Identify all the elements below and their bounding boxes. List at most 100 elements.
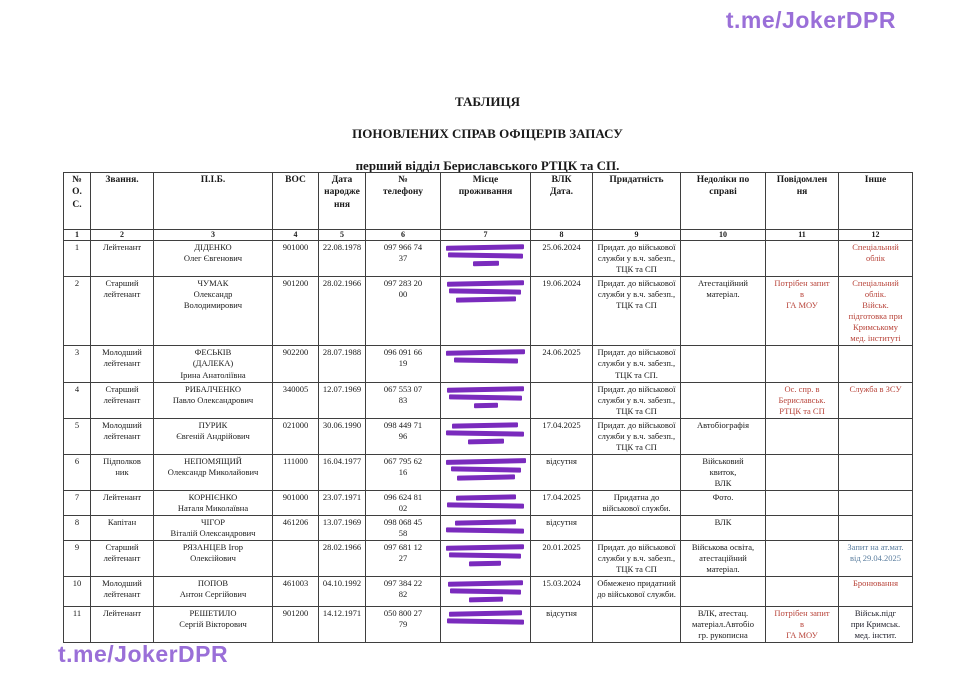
column-number: 8	[530, 229, 593, 241]
column-header: Недоліки по справі	[680, 172, 766, 230]
cell-rank: Старший лейтенант	[90, 276, 154, 347]
redaction-mark	[447, 618, 524, 625]
cell-dob: 22.08.1978	[318, 239, 366, 278]
cell-fitness: Придат. до військової служби у в.ч. забе…	[592, 345, 681, 383]
cell-vos: 901200	[272, 606, 319, 644]
redaction-mark	[447, 502, 524, 509]
column-header: ВОС	[272, 172, 319, 230]
cell-fitness: Придат. до військової служби у в.ч. забе…	[592, 239, 681, 278]
cell-dob: 23.07.1971	[318, 489, 366, 517]
table-row: 11 Лейтенант РЕШЕТИЛО Сергій Вікторович 901…	[63, 606, 913, 644]
column-number: 9	[592, 229, 681, 241]
redaction-mark	[446, 527, 525, 534]
cell-dob: 30.06.1990	[318, 417, 366, 455]
cell-address	[440, 345, 531, 383]
cell-name: ДІДЕНКО Олег Євгенович	[153, 239, 273, 278]
column-number: 3	[153, 229, 273, 241]
cell-deficiencies: Атестаційний матеріал.	[680, 276, 766, 347]
column-number-row: 1 2 3 4 5 6 7 8 9 10 11 12	[63, 229, 913, 241]
redaction-mark	[448, 610, 523, 618]
cell-notification	[765, 576, 839, 608]
cell-notification	[765, 515, 839, 542]
cell-num: 7	[63, 489, 91, 517]
redaction-mark	[448, 252, 523, 259]
cell-num: 3	[63, 345, 91, 383]
cell-notification: Потрібен запит в ГА МОУ	[765, 606, 839, 644]
redaction-mark	[472, 260, 499, 267]
cell-phone: 096 624 81 02	[365, 489, 441, 517]
watermark-bottom: t.me/JokerDPR	[58, 641, 229, 667]
cell-address	[440, 515, 531, 542]
cell-name: ПУРИК Євгеній Андрійович	[153, 417, 273, 455]
redaction-mark	[448, 580, 523, 588]
cell-rank: Лейтенант	[90, 239, 154, 278]
column-header: № О. С.	[63, 172, 91, 230]
cell-phone: 097 283 20 00	[365, 276, 441, 347]
cell-vos	[272, 540, 319, 578]
redaction-mark	[449, 288, 522, 295]
cell-other	[838, 417, 913, 455]
table-row: 7 Лейтенант КОРНІЄНКО Наталя Миколаївна 901…	[63, 489, 913, 517]
cell-deficiencies	[680, 345, 766, 383]
document-title: ТАБЛИЦЯ ПОНОВЛЕНИХ СПРАВ ОФІЦЕРІВ ЗАПАСУ…	[63, 94, 912, 190]
cell-deficiencies	[680, 381, 766, 419]
cell-rank: Лейтенант	[90, 606, 154, 644]
redaction-mark	[455, 296, 516, 303]
column-number: 1	[63, 229, 91, 241]
cell-dob: 13.07.1969	[318, 515, 366, 542]
cell-vlk: 25.06.2024	[530, 239, 593, 278]
cell-notification: Ос. спр. в Бериславськ. РТЦК та СП	[765, 381, 839, 419]
column-number: 6	[365, 229, 441, 241]
cell-name: ЧІГОР Віталій Олександрович	[153, 515, 273, 542]
cell-address	[440, 239, 531, 278]
cell-fitness	[592, 453, 681, 491]
cell-num: 1	[63, 239, 91, 278]
column-header: Дата народже ння	[318, 172, 366, 230]
cell-num: 11	[63, 606, 91, 644]
cell-vlk: 24.06.2025	[530, 345, 593, 383]
redaction-mark	[455, 494, 516, 501]
column-number: 11	[765, 229, 839, 241]
cell-name: ЧУМАК Олександр Володимирович	[153, 276, 273, 347]
table-row: 8 Капітан ЧІГОР Віталій Олександрович 46120…	[63, 515, 913, 542]
redaction-mark	[446, 244, 525, 251]
cell-rank: Старший лейтенант	[90, 381, 154, 419]
column-header: Місце проживання	[440, 172, 531, 230]
column-header: Придатність	[592, 172, 681, 230]
cell-fitness: Придатна до військової служби.	[592, 489, 681, 517]
cell-phone: 097 966 74 37	[365, 239, 441, 278]
column-number: 7	[440, 229, 531, 241]
officers-table: № О. С. Звання. П.І.Б. ВОС Дата народже ння №…	[63, 172, 913, 644]
column-number: 12	[838, 229, 913, 241]
redaction-mark	[454, 519, 517, 526]
cell-notification	[765, 345, 839, 383]
cell-name: ПОПОВ Антон Сергійович	[153, 576, 273, 608]
redaction-mark	[469, 560, 502, 567]
cell-rank: Старший лейтенант	[90, 540, 154, 578]
cell-vos: 461003	[272, 576, 319, 608]
cell-dob: 28.07.1988	[318, 345, 366, 383]
title-line-3: перший відділ Бериславського РТЦК та СП.	[355, 158, 620, 173]
cell-dob: 14.12.1971	[318, 606, 366, 644]
cell-vlk: 19.06.2024	[530, 276, 593, 347]
cell-name: РЕШЕТИЛО Сергій Вікторович	[153, 606, 273, 644]
column-number: 5	[318, 229, 366, 241]
redaction-mark	[467, 438, 504, 445]
redaction-mark	[448, 393, 523, 401]
redaction-mark	[468, 596, 503, 603]
redaction-mark	[447, 280, 524, 287]
cell-vos: 111000	[272, 453, 319, 491]
cell-fitness: Придат. до військової служби у в.ч. забе…	[592, 381, 681, 419]
cell-deficiencies: ВЛК, атестац. матеріал.Автобіо гр. рукоп…	[680, 606, 766, 644]
cell-rank: Молодший лейтенант	[90, 345, 154, 383]
table-row: 3 Молодший лейтенант ФЕСЬКІВ (ДАЛЕКА) Ірин…	[63, 345, 913, 383]
cell-vlk	[530, 381, 593, 419]
cell-deficiencies: ВЛК	[680, 515, 766, 542]
table-row: 9 Старший лейтенант РЯЗАНЦЕВ Ігор Олексійо…	[63, 540, 913, 578]
cell-dob: 28.02.1966	[318, 540, 366, 578]
table-row: 5 Молодший лейтенант ПУРИК Євгеній Андрійо…	[63, 417, 913, 455]
cell-phone: 097 681 12 27	[365, 540, 441, 578]
cell-vlk: 17.04.2025	[530, 489, 593, 517]
table-row: 1 Лейтенант ДІДЕНКО Олег Євгенович 901000 22…	[63, 239, 913, 278]
cell-other	[838, 489, 913, 517]
